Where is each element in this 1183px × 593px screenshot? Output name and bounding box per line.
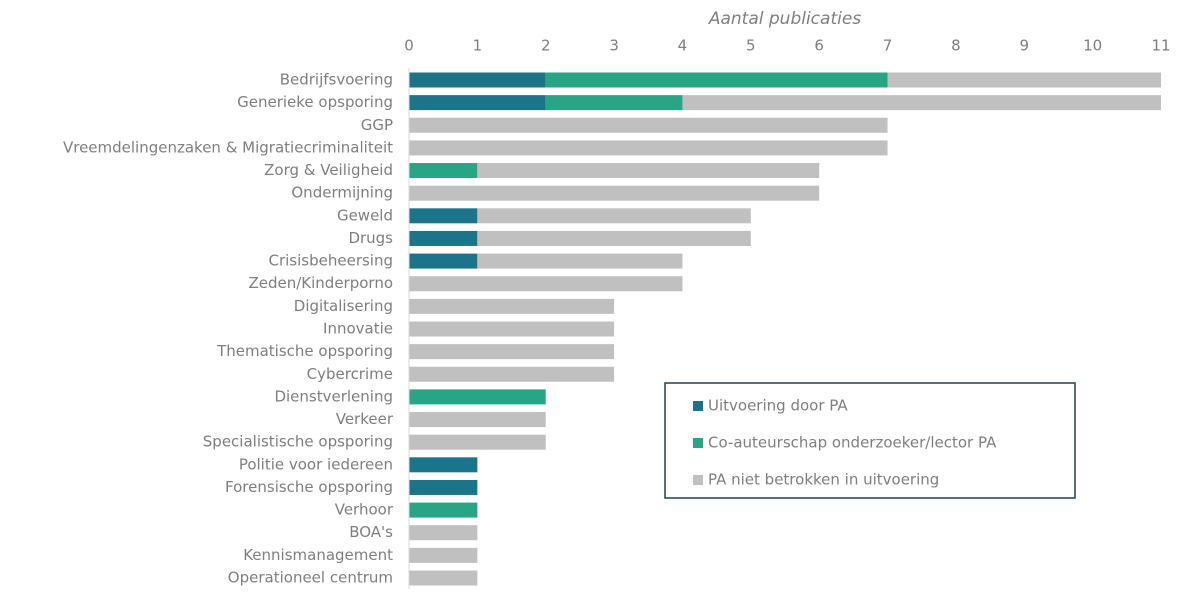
bar-segment <box>887 72 1161 88</box>
legend-label: Co-auteurschap onderzoeker/lector PA <box>708 434 997 452</box>
x-tick-label: 11 <box>1151 37 1170 55</box>
y-tick-label: GGP <box>361 116 393 134</box>
y-tick-label: Innovatie <box>323 320 393 338</box>
y-tick-label: Vreemdelingenzaken & Migratiecriminalite… <box>63 138 393 156</box>
bar-segment <box>409 457 478 473</box>
bar-segment <box>409 72 546 88</box>
bar-segment <box>409 570 478 586</box>
y-tick-label: Crisisbeheersing <box>269 252 394 270</box>
bar-segment <box>409 366 615 382</box>
y-tick-label: Generieke opsporing <box>237 93 393 111</box>
axis-title: Aantal publicaties <box>708 9 861 29</box>
bar-segment <box>477 163 820 179</box>
y-tick-label: Politie voor iedereen <box>239 455 393 473</box>
bar-segment <box>409 434 546 450</box>
bar-segment <box>545 95 683 111</box>
y-tick-label: BOA's <box>349 523 393 541</box>
bar-segment <box>409 344 615 360</box>
bar-segment <box>477 208 751 224</box>
x-tick-label: 2 <box>541 37 551 55</box>
y-tick-label: Cybercrime <box>307 365 393 383</box>
y-tick-label: Specialistische opsporing <box>203 433 393 451</box>
bar-segment <box>409 547 478 563</box>
y-tick-label: Kennismanagement <box>243 546 393 564</box>
bar-segment <box>409 163 478 179</box>
bar-segment <box>545 72 888 88</box>
x-tick-label: 7 <box>883 37 893 55</box>
bar-segment <box>409 298 615 314</box>
x-tick-label: 0 <box>404 37 414 55</box>
bar-segment <box>409 321 615 337</box>
bar-segment <box>409 140 888 156</box>
y-tick-label: Zorg & Veiligheid <box>264 161 393 179</box>
bar-segment <box>409 208 478 224</box>
legend-swatch <box>693 438 703 448</box>
y-tick-label: Geweld <box>337 206 393 224</box>
legend-swatch <box>693 475 703 485</box>
x-tick-label: 5 <box>746 37 756 55</box>
bar-segment <box>409 253 478 269</box>
y-tick-label: Zeden/Kinderporno <box>248 274 393 292</box>
x-tick-label: 1 <box>473 37 483 55</box>
bar-segment <box>409 276 683 292</box>
x-tick-label: 4 <box>678 37 688 55</box>
bar-segment <box>409 230 478 246</box>
y-tick-label: Drugs <box>348 229 393 247</box>
y-tick-label: Digitalisering <box>294 297 393 315</box>
y-tick-label: Operationeel centrum <box>228 569 393 587</box>
y-tick-label: Verkeer <box>336 410 394 428</box>
legend: Uitvoering door PA Co-auteurschap onderzo… <box>664 382 1076 499</box>
y-tick-label: Verhoor <box>335 501 394 519</box>
bar-segment <box>409 412 546 428</box>
legend-label: PA niet betrokken in uitvoering <box>708 471 939 489</box>
legend-box <box>664 382 1076 499</box>
x-tick-label: 6 <box>814 37 824 55</box>
y-tick-label: Ondermijning <box>291 184 393 202</box>
legend-label: Uitvoering door PA <box>708 397 848 415</box>
bar-segment <box>682 95 1161 111</box>
x-tick-label: 9 <box>1019 37 1029 55</box>
bar-segment <box>409 117 888 133</box>
bar-segment <box>409 95 546 111</box>
legend-swatch <box>693 401 703 411</box>
y-tick-label: Dienstverlening <box>274 387 393 405</box>
x-tick-label: 3 <box>609 37 619 55</box>
bar-segment <box>409 479 478 495</box>
bar-segment <box>477 230 751 246</box>
y-tick-label: Bedrijfsvoering <box>280 71 393 89</box>
y-tick-label: Thematische opsporing <box>216 342 393 360</box>
bar-segment <box>409 525 478 541</box>
bar-segment <box>409 502 478 518</box>
bar-segment <box>409 389 546 405</box>
x-tick-label: 10 <box>1083 37 1102 55</box>
bar-segment <box>409 185 820 201</box>
y-tick-label: Forensische opsporing <box>225 478 393 496</box>
bar-segment <box>477 253 683 269</box>
x-tick-label: 8 <box>951 37 961 55</box>
